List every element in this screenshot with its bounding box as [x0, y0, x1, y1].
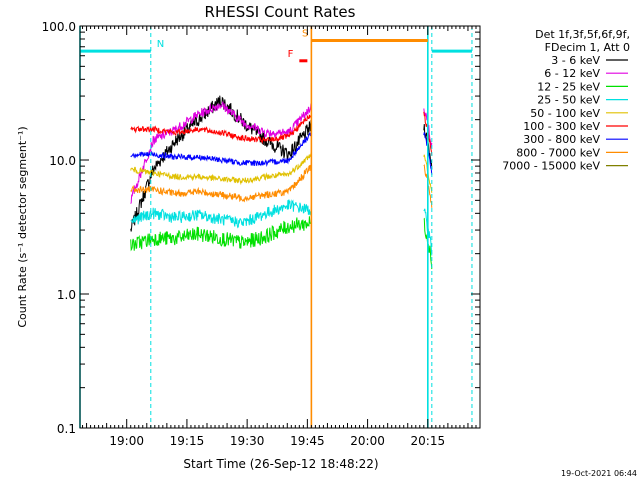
series-segment [130, 199, 312, 229]
series-segment [130, 114, 312, 145]
legend-header-attenuator: FDecim 1, Att 0 [545, 41, 630, 54]
series-segment [130, 164, 312, 203]
y-tick-label: 0.1 [57, 422, 76, 436]
legend-header-detectors: Det 1f,3f,5f,6f,9f, [535, 28, 630, 41]
series-segment [130, 95, 312, 232]
x-tick-label: 19:45 [290, 434, 325, 448]
legend-entry-label: 7000 - 15000 keV [502, 160, 600, 173]
legend-entry-label: 12 - 25 keV [537, 80, 600, 93]
legend-entry-label: 100 - 300 keV [523, 120, 600, 133]
y-tick-label: 100.0 [42, 20, 76, 34]
legend-entry-label: 300 - 800 keV [523, 133, 600, 146]
axes: 0.1 1.0 10.0 100.0 19:00 19:15 19:30 19:45 20:00… [42, 20, 481, 448]
x-axis-label: Start Time (26-Sep-12 18:48:22) [183, 457, 378, 471]
chart-title: RHESSI Count Rates [205, 3, 356, 21]
series-segment [130, 216, 312, 252]
series-segment [130, 131, 312, 167]
series-segment [130, 100, 312, 204]
series-12-25-keV-line [130, 216, 433, 270]
legend-entry-label: 50 - 100 keV [530, 107, 600, 120]
y-axis-label: Count Rate (s⁻¹ detector segment⁻¹) [16, 126, 29, 327]
x-tick-label: 20:15 [411, 434, 446, 448]
flag-label-N: N [157, 39, 164, 50]
x-tick-label: 19:30 [230, 434, 265, 448]
plot-frame [79, 25, 481, 429]
flag-label-S: S [302, 28, 308, 39]
x-tick-label: 20:00 [350, 434, 385, 448]
legend: Det 1f,3f,5f,6f,9f, FDecim 1, Att 0 3 - … [502, 28, 630, 173]
series-800-7000-keV-line [130, 163, 433, 208]
legend-entry-label: 3 - 6 keV [551, 54, 600, 67]
plot-border [79, 25, 481, 429]
x-tick-label: 19:00 [109, 434, 144, 448]
x-tick-label: 19:15 [170, 434, 205, 448]
series-segment [130, 151, 312, 186]
legend-entry-label: 25 - 50 keV [537, 94, 600, 107]
y-tick-label: 1.0 [57, 288, 76, 302]
legend-entry-label: 800 - 7000 keV [516, 146, 600, 159]
y-tick-label: 10.0 [49, 154, 76, 168]
generation-timestamp: 19-Oct-2021 06:44 [561, 469, 637, 478]
flag-label-F: F [288, 49, 294, 60]
legend-entry-label: 6 - 12 keV [544, 67, 600, 80]
plot-area: N SF [79, 26, 473, 428]
series-3-6-keV-line [130, 95, 433, 232]
